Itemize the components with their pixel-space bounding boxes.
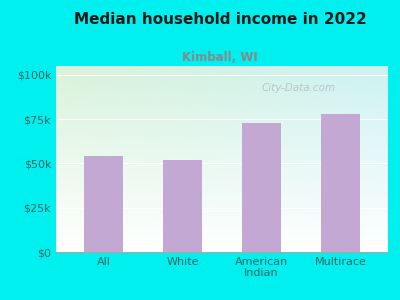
Text: Median household income in 2022: Median household income in 2022 (74, 12, 366, 27)
Bar (163, 160, 202, 252)
Bar (84, 156, 123, 252)
Bar (242, 123, 281, 252)
Text: City-Data.com: City-Data.com (261, 83, 336, 93)
Text: Kimball, WI: Kimball, WI (182, 51, 258, 64)
Bar (321, 114, 360, 252)
